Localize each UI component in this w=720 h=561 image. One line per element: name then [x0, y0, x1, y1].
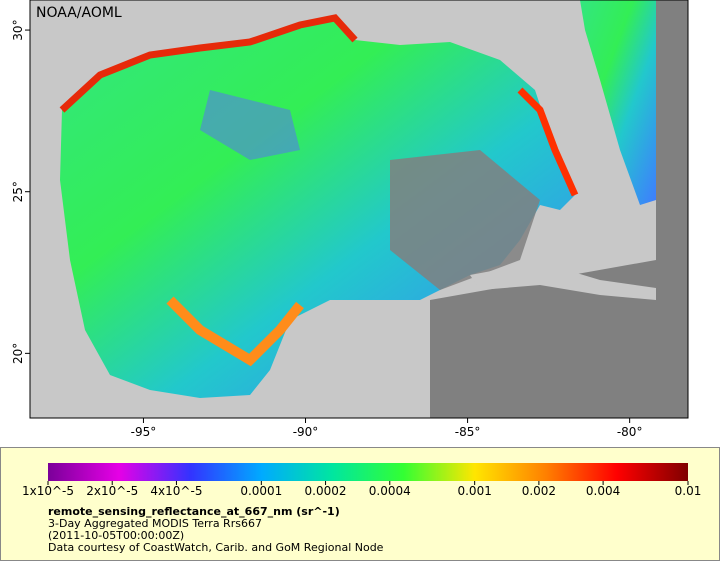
map-frame — [29, 0, 689, 419]
credit: NOAA/AOML — [36, 5, 122, 21]
x-tick-label: -80° — [617, 425, 643, 439]
map-image: NOAA/AOML — [30, 0, 688, 418]
coastal-band — [517, 87, 579, 197]
atlantic-water — [580, 0, 656, 205]
colorbar-tick-label: 0.01 — [675, 484, 702, 498]
caribbean-no-data — [430, 260, 656, 418]
x-tick-label: -90° — [293, 425, 319, 439]
colorbar-tick-label: 4x10^-5 — [150, 484, 202, 498]
colorbar-tick-label: 0.0002 — [305, 484, 347, 498]
x-tick-label: -95° — [131, 425, 157, 439]
caption-line: (2011-10-05T00:00:00Z) — [48, 529, 184, 542]
cloud — [390, 150, 540, 290]
colorbar-tick-label: 0.001 — [457, 484, 491, 498]
x-tick-label: -85° — [455, 425, 481, 439]
no-data — [656, 0, 688, 418]
coastal-band — [59, 14, 358, 113]
colorbar-gradient — [48, 463, 688, 481]
caption-line: Data courtesy of CoastWatch, Carib. and … — [48, 541, 384, 554]
cuba — [470, 262, 656, 300]
colorbar-tick-label: 0.0001 — [240, 484, 282, 498]
y-tick-label: 30° — [11, 19, 25, 40]
gulf-water — [60, 18, 575, 398]
cloud — [200, 90, 300, 160]
colorbar-tick-label: 0.0004 — [369, 484, 411, 498]
colorbar: 1x10^-5 2x10^-5 4x10^-5 0.0001 0.0002 0.0004 0… — [22, 463, 701, 498]
colorbar-tick-label: 2x10^-5 — [86, 484, 138, 498]
y-tick-label: 25° — [11, 181, 25, 202]
yucatan — [360, 300, 425, 418]
coastal-band — [166, 296, 304, 367]
y-tick-label: 20° — [11, 343, 25, 364]
colorbar-tick-label: 1x10^-5 — [22, 484, 74, 498]
colorbar-tick-label: 0.004 — [586, 484, 620, 498]
colorbar-tick-label: 0.002 — [522, 484, 556, 498]
caption-line: 3-Day Aggregated MODIS Terra Rrs667 — [48, 517, 262, 530]
colorbar-title: remote_sensing_reflectance_at_667_nm (sr… — [48, 505, 340, 518]
